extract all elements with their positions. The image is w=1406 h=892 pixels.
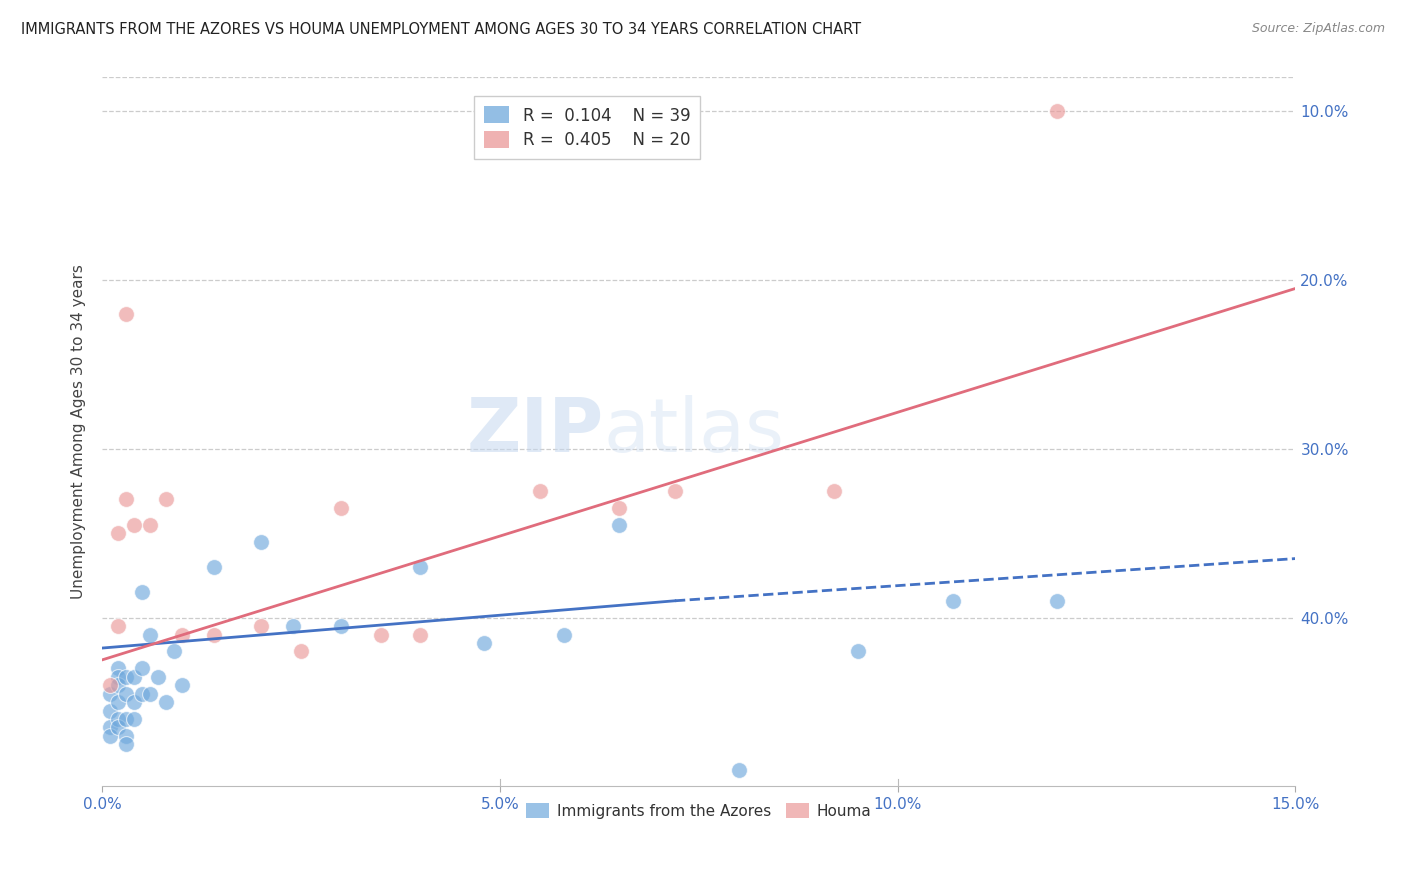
Point (529, 483, 551, 498)
Point (823, 483, 845, 498)
Point (155, 695, 177, 709)
Point (131, 661, 153, 675)
Point (329, 619, 352, 633)
Point (107, 619, 129, 633)
Point (329, 500, 352, 515)
Point (107, 678, 129, 692)
Point (664, 483, 686, 498)
Point (139, 687, 162, 701)
Point (98, 678, 121, 692)
Point (155, 492, 177, 507)
Point (370, 627, 392, 641)
Point (846, 644, 869, 658)
Point (107, 526, 129, 541)
Y-axis label: Unemployment Among Ages 30 to 34 years: Unemployment Among Ages 30 to 34 years (72, 265, 86, 599)
Point (122, 517, 145, 532)
Point (107, 712, 129, 726)
Point (107, 720, 129, 734)
Point (131, 585, 153, 599)
Point (607, 500, 630, 515)
Point (409, 627, 432, 641)
Point (122, 695, 145, 709)
Point (115, 307, 138, 321)
Point (115, 712, 138, 726)
Point (146, 670, 169, 684)
Point (107, 695, 129, 709)
Point (115, 737, 138, 751)
Point (98, 729, 121, 743)
Point (202, 560, 225, 574)
Point (115, 492, 138, 507)
Point (607, 517, 630, 532)
Point (942, 594, 965, 608)
Point (170, 678, 193, 692)
Point (163, 644, 186, 658)
Text: Source: ZipAtlas.com: Source: ZipAtlas.com (1251, 22, 1385, 36)
Text: atlas: atlas (603, 395, 785, 468)
Point (115, 670, 138, 684)
Point (250, 534, 273, 549)
Point (131, 687, 153, 701)
Point (472, 636, 495, 650)
Point (98, 687, 121, 701)
Point (107, 661, 129, 675)
Point (1046, 594, 1069, 608)
Text: IMMIGRANTS FROM THE AZORES VS HOUMA UNEMPLOYMENT AMONG AGES 30 TO 34 YEARS CORRE: IMMIGRANTS FROM THE AZORES VS HOUMA UNEM… (21, 22, 862, 37)
Point (290, 644, 312, 658)
Point (122, 670, 145, 684)
Legend: Immigrants from the Azores, Houma: Immigrants from the Azores, Houma (520, 797, 877, 825)
Point (281, 619, 304, 633)
Point (115, 687, 138, 701)
Point (250, 619, 273, 633)
Point (170, 627, 193, 641)
Point (727, 763, 749, 777)
Point (409, 560, 432, 574)
Point (98, 720, 121, 734)
Point (122, 712, 145, 726)
Text: ZIP: ZIP (467, 395, 603, 468)
Point (553, 627, 575, 641)
Point (107, 670, 129, 684)
Point (98, 704, 121, 718)
Point (1046, 104, 1069, 119)
Point (115, 729, 138, 743)
Point (202, 627, 225, 641)
Point (139, 627, 162, 641)
Point (139, 517, 162, 532)
